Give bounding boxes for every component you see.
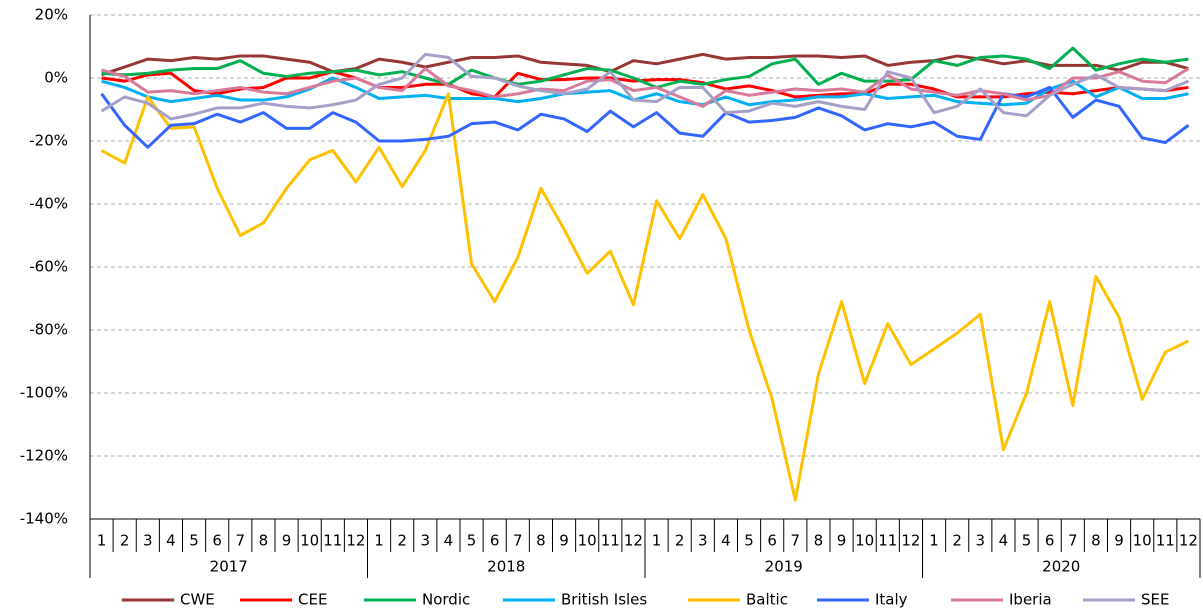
x-tick-label: 4 (721, 532, 731, 550)
x-tick-label: 8 (259, 532, 269, 550)
x-tick-label: 7 (1068, 532, 1078, 550)
x-tick-label: 12 (346, 532, 365, 550)
x-tick-label: 9 (282, 532, 292, 550)
year-label: 2018 (487, 558, 525, 576)
x-tick-label: 4 (999, 532, 1009, 550)
legend-label: CWE (180, 591, 215, 609)
x-tick-label: 6 (212, 532, 222, 550)
legend-label: Italy (875, 591, 908, 609)
x-tick-label: 4 (444, 532, 454, 550)
x-tick-label: 10 (300, 532, 319, 550)
x-tick-label: 2 (675, 532, 685, 550)
x-tick-label: 2 (397, 532, 407, 550)
x-tick-label: 6 (1045, 532, 1055, 550)
legend-label: Iberia (1009, 591, 1052, 609)
series-line (101, 67, 1190, 108)
legend-label: CEE (298, 591, 327, 609)
x-tick-label: 9 (837, 532, 847, 550)
y-tick-label: -120% (20, 447, 68, 465)
x-tick-label: 12 (624, 532, 643, 550)
series-line (101, 46, 1189, 89)
year-label: 2017 (210, 558, 248, 576)
legend-label: Nordic (422, 591, 470, 609)
series-line (101, 76, 1189, 107)
x-tick-label: 6 (767, 532, 777, 550)
series-line (101, 70, 1189, 99)
x-tick-label: 1 (374, 532, 384, 550)
year-label: 2020 (1042, 558, 1080, 576)
x-tick-label: 1 (97, 532, 107, 550)
y-tick-label: -20% (29, 132, 68, 150)
x-tick-label: 4 (166, 532, 176, 550)
y-tick-label: -140% (20, 510, 68, 528)
x-tick-label: 9 (559, 532, 569, 550)
x-tick-label: 8 (536, 532, 546, 550)
x-tick-label: 5 (1022, 532, 1032, 550)
x-tick-label: 10 (1133, 532, 1152, 550)
y-tick-label: -60% (29, 258, 68, 276)
x-tick-label: 6 (490, 532, 500, 550)
legend-label: British Isles (561, 591, 647, 609)
x-tick-label: 5 (189, 532, 199, 550)
x-tick-label: 7 (236, 532, 246, 550)
x-tick-label: 12 (1179, 532, 1198, 550)
year-label: 2019 (765, 558, 803, 576)
x-tick-label: 7 (513, 532, 523, 550)
x-tick-label: 10 (855, 532, 874, 550)
x-tick-label: 11 (601, 532, 620, 550)
x-tick-label: 9 (1114, 532, 1124, 550)
x-tick-label: 1 (652, 532, 662, 550)
x-tick-label: 11 (323, 532, 342, 550)
x-tick-label: 5 (744, 532, 754, 550)
y-tick-label: 0% (44, 69, 68, 87)
legend-label: Baltic (746, 591, 788, 609)
x-tick-label: 11 (878, 532, 897, 550)
y-tick-label: 20% (35, 6, 68, 24)
x-tick-label: 7 (791, 532, 801, 550)
x-tick-label: 10 (578, 532, 597, 550)
x-tick-label: 8 (814, 532, 824, 550)
series-line (100, 92, 1190, 502)
x-tick-label: 3 (143, 532, 153, 550)
x-tick-label: 2 (120, 532, 130, 550)
series-line (101, 52, 1189, 77)
x-tick-label: 5 (467, 532, 477, 550)
x-tick-label: 11 (1156, 532, 1175, 550)
y-tick-label: -40% (29, 195, 68, 213)
y-tick-label: -100% (20, 384, 68, 402)
legend-label: SEE (1141, 591, 1169, 609)
y-tick-label: -80% (29, 321, 68, 339)
x-tick-label: 1 (929, 532, 939, 550)
x-tick-label: 12 (901, 532, 920, 550)
series-line (100, 52, 1190, 121)
x-tick-label: 3 (976, 532, 986, 550)
x-tick-label: 2 (952, 532, 962, 550)
x-tick-label: 8 (1091, 532, 1101, 550)
x-tick-label: 3 (698, 532, 708, 550)
x-tick-label: 3 (421, 532, 431, 550)
